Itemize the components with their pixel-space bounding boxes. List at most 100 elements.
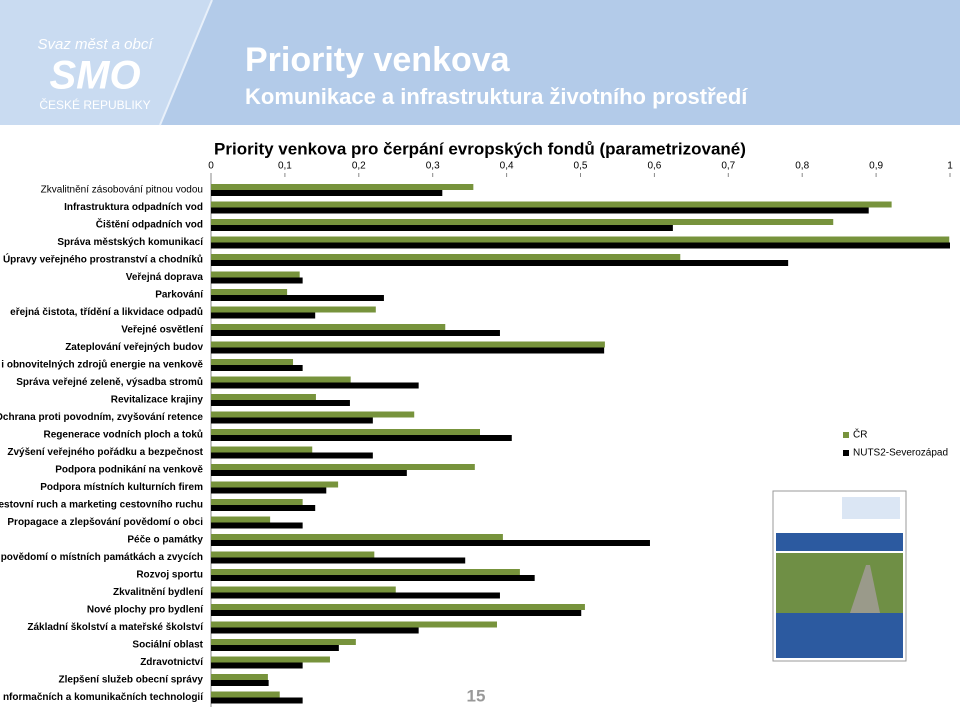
header-stroke bbox=[159, 0, 213, 126]
bar bbox=[211, 260, 789, 266]
slide-title: Priority venkova bbox=[245, 41, 511, 79]
bar bbox=[211, 470, 407, 476]
bar bbox=[211, 662, 303, 669]
x-tick-label: 0,9 bbox=[869, 161, 883, 172]
y-tick-label: Podpora podnikání na venkově bbox=[55, 465, 203, 476]
y-tick-label: Regenerace vodních ploch a toků bbox=[44, 429, 203, 441]
legend-swatch bbox=[843, 450, 849, 456]
bar bbox=[211, 277, 303, 284]
bar bbox=[211, 604, 585, 610]
bar bbox=[211, 271, 300, 278]
y-tick-label: eřejná čistota, třídění a likvidace odpa… bbox=[10, 306, 203, 318]
y-tick-label: povědomí o místních památkách a zvycích bbox=[1, 552, 203, 563]
header-wedge bbox=[0, 0, 212, 125]
y-tick-label: Sociální oblast bbox=[132, 640, 203, 651]
y-tick-label: Zlepšení služeb obecní správy bbox=[59, 675, 204, 686]
bar bbox=[211, 201, 892, 208]
logo-line: ČESKÉ REPUBLIKY bbox=[39, 97, 150, 112]
y-tick-label: Zvýšení veřejného pořádku a bezpečnost bbox=[7, 447, 203, 458]
y-tick-label: Zkvalitnění zásobování pitnou vodou bbox=[41, 185, 203, 196]
x-tick-label: 0,7 bbox=[721, 161, 735, 172]
bar bbox=[211, 569, 520, 575]
bar bbox=[211, 295, 384, 301]
bar bbox=[211, 394, 316, 400]
bar bbox=[211, 551, 375, 558]
x-tick-label: 0,6 bbox=[647, 161, 661, 172]
y-tick-label: Ochrana proti povodním, zvyšování retenc… bbox=[0, 412, 203, 423]
bar bbox=[211, 341, 605, 348]
y-tick-label: Základní školství a mateřské školství bbox=[27, 622, 204, 633]
cover-foot bbox=[776, 613, 903, 658]
x-tick-label: 0,8 bbox=[795, 161, 809, 172]
bar bbox=[211, 382, 419, 389]
y-tick-label: Čištění odpadních vod bbox=[96, 218, 203, 231]
y-tick-label: Rozvoj sportu bbox=[136, 570, 203, 581]
logo-line: Svaz měst a obcí bbox=[37, 36, 154, 53]
y-tick-label: Zkvalitnění bydlení bbox=[113, 587, 204, 598]
x-tick-label: 0,3 bbox=[426, 161, 440, 172]
cover-photo bbox=[776, 553, 903, 613]
bar bbox=[211, 499, 303, 505]
slide-subtitle: Komunikace a infrastruktura životního pr… bbox=[245, 84, 748, 109]
logo-mark: SMO bbox=[49, 54, 140, 98]
bar bbox=[211, 359, 294, 365]
bar bbox=[211, 365, 303, 371]
bar bbox=[211, 505, 316, 511]
bar bbox=[211, 184, 474, 190]
bar bbox=[211, 674, 268, 680]
report-cover bbox=[772, 490, 907, 662]
y-tick-label: Úpravy veřejného prostranství a chodníků bbox=[3, 253, 203, 266]
bar bbox=[211, 610, 582, 616]
bar bbox=[211, 586, 396, 593]
y-tick-label: Zateplování veřejných budov bbox=[65, 342, 203, 353]
bar bbox=[211, 219, 834, 225]
legend-swatch bbox=[843, 432, 849, 438]
y-tick-label: Propagace a zlepšování povědomí o obci bbox=[7, 517, 203, 528]
cover-road bbox=[850, 565, 880, 613]
bar bbox=[211, 680, 269, 686]
bar bbox=[211, 312, 316, 319]
bar bbox=[211, 306, 376, 313]
y-tick-label: Podpora místních kulturních firem bbox=[40, 482, 203, 493]
y-tick-label: Zdravotnictví bbox=[140, 657, 204, 668]
bar bbox=[211, 225, 673, 231]
bar bbox=[211, 464, 475, 470]
y-tick-label: Infrastruktura odpadních vod bbox=[64, 202, 203, 213]
bar bbox=[211, 435, 512, 441]
bar bbox=[211, 540, 650, 546]
chart-title: Priority venkova pro čerpání evropských … bbox=[214, 139, 746, 158]
y-tick-label: i obnovitelných zdrojů energie na venkov… bbox=[1, 359, 203, 371]
bar bbox=[211, 207, 869, 214]
bar bbox=[211, 516, 271, 523]
y-tick-label: Veřejná doprava bbox=[126, 272, 204, 283]
y-tick-label: nformačních a komunikačních technologií bbox=[3, 692, 204, 703]
y-tick-label: Revitalizace krajiny bbox=[111, 395, 204, 406]
bar bbox=[211, 417, 373, 424]
cover-logo bbox=[842, 497, 900, 519]
bar bbox=[211, 557, 466, 564]
bar bbox=[211, 639, 356, 645]
bar bbox=[211, 411, 415, 418]
y-tick-label: Veřejné osvětlení bbox=[121, 325, 204, 336]
bar bbox=[211, 242, 950, 249]
x-tick-label: 0,1 bbox=[278, 161, 292, 172]
x-tick-label: 0,5 bbox=[574, 161, 588, 172]
bar bbox=[211, 627, 419, 634]
bar bbox=[211, 446, 313, 453]
bar bbox=[211, 254, 681, 260]
bar bbox=[211, 481, 339, 488]
bar bbox=[211, 289, 288, 295]
bar bbox=[211, 347, 605, 354]
x-tick-label: 0,4 bbox=[500, 161, 514, 172]
page-number: 15 bbox=[467, 686, 486, 705]
bar bbox=[211, 190, 443, 196]
bar bbox=[211, 487, 327, 494]
bar bbox=[211, 236, 950, 243]
y-tick-label: Správa městských komunikací bbox=[57, 237, 204, 248]
bar bbox=[211, 534, 503, 540]
x-tick-label: 0 bbox=[208, 161, 214, 172]
bar bbox=[211, 324, 446, 330]
y-tick-label: Správa veřejné zeleně, výsadba stromů bbox=[16, 376, 203, 388]
bar bbox=[211, 697, 303, 704]
